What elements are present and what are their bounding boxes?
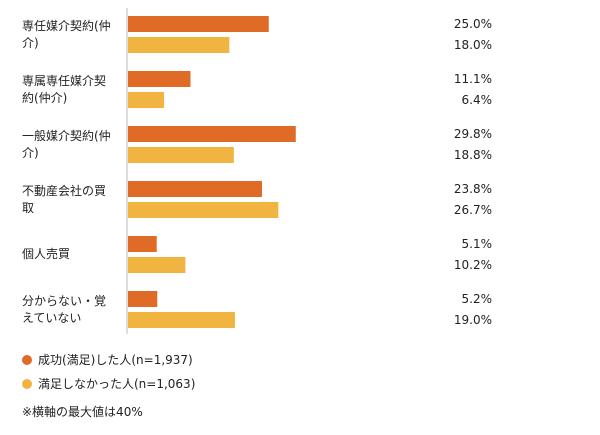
bar-4-series-2 bbox=[128, 202, 279, 218]
bar-2-series-2 bbox=[128, 92, 165, 108]
bar-5-series-2 bbox=[128, 257, 186, 273]
bar-2-series-1 bbox=[128, 71, 191, 87]
bar-6-series-1 bbox=[128, 291, 158, 307]
axis-max-note: ※横軸の最大値は40% bbox=[22, 405, 143, 419]
bar-1-series-1 bbox=[128, 16, 269, 32]
value-label-4-series-1: 23.8% bbox=[453, 182, 492, 196]
value-label-4-series-2: 26.7% bbox=[453, 203, 492, 217]
bar-6-series-2 bbox=[128, 312, 235, 328]
value-label-1-series-1: 25.0% bbox=[453, 17, 492, 31]
value-label-5-series-1: 5.1% bbox=[461, 237, 493, 251]
category-label-6-line-2: えていない bbox=[22, 311, 82, 325]
category-label-4-line-1: 不動産会社の買 bbox=[22, 184, 107, 198]
value-label-2-series-2: 6.4% bbox=[461, 93, 493, 107]
bar-4-series-1 bbox=[128, 181, 262, 197]
bar-3-series-2 bbox=[128, 147, 234, 163]
category-label-2-line-1: 専属専任媒介契 bbox=[22, 74, 107, 88]
value-label-5-series-2: 10.2% bbox=[453, 258, 492, 272]
category-label-3-line-2: 介) bbox=[22, 146, 39, 160]
value-label-6-series-1: 5.2% bbox=[461, 292, 493, 306]
bar-5-series-1 bbox=[128, 236, 157, 252]
value-label-3-series-2: 18.8% bbox=[453, 148, 492, 162]
category-label-6-line-1: 分からない・覚 bbox=[22, 294, 107, 308]
legend-item-series-1: 成功(満足)した人(n=1,937) bbox=[22, 353, 193, 367]
category-label-2: 専属専任媒介契 約(仲介) bbox=[22, 73, 122, 107]
legend-label-series-2: 満足しなかった人(n=1,063) bbox=[38, 377, 196, 391]
category-label-4-line-2: 取 bbox=[22, 201, 35, 215]
category-label-3-line-1: 一般媒介契約(仲 bbox=[22, 129, 111, 143]
value-label-6-series-2: 19.0% bbox=[453, 313, 492, 327]
bar-1-series-2 bbox=[128, 37, 230, 53]
bar-3-series-1 bbox=[128, 126, 296, 142]
bar-chart bbox=[126, 8, 296, 334]
category-label-6: 分からない・覚 えていない bbox=[22, 293, 122, 327]
category-label-5: 個人売買 bbox=[22, 246, 122, 263]
legend-swatch-series-1 bbox=[22, 355, 32, 365]
value-label-1-series-2: 18.0% bbox=[453, 38, 492, 52]
category-label-1: 専任媒介契約(仲 介) bbox=[22, 18, 122, 52]
legend-label-series-1: 成功(満足)した人(n=1,937) bbox=[38, 353, 193, 367]
legend-item-series-2: 満足しなかった人(n=1,063) bbox=[22, 377, 195, 391]
category-label-3: 一般媒介契約(仲 介) bbox=[22, 128, 122, 162]
category-label-5-line-1: 個人売買 bbox=[22, 247, 71, 261]
category-label-4: 不動産会社の買取 bbox=[22, 183, 122, 217]
value-label-2-series-1: 11.1% bbox=[453, 72, 492, 86]
category-label-1-line-2: 介) bbox=[22, 36, 39, 50]
category-label-2-line-2: 約(仲介) bbox=[22, 91, 68, 105]
category-label-1-line-1: 専任媒介契約(仲 bbox=[22, 19, 111, 33]
legend-swatch-series-2 bbox=[22, 379, 32, 389]
value-label-3-series-1: 29.8% bbox=[453, 127, 492, 141]
